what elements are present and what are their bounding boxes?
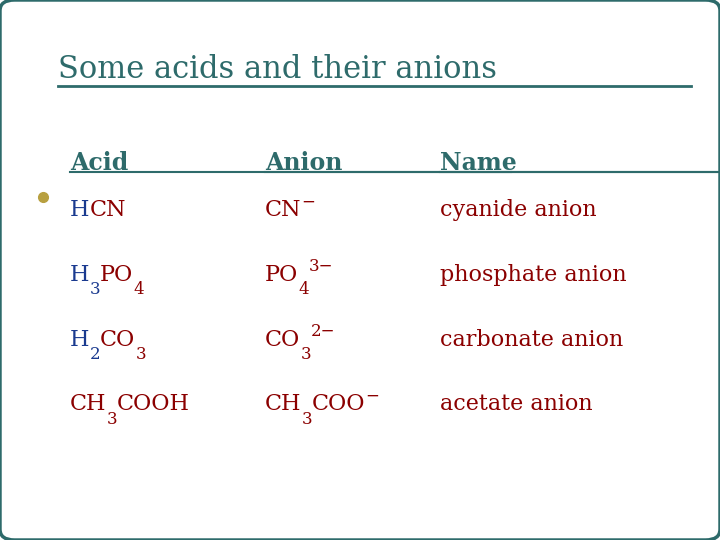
Text: 2−: 2− <box>311 323 336 340</box>
Text: H: H <box>70 199 89 221</box>
Text: COO: COO <box>312 394 366 415</box>
Text: CO: CO <box>265 329 300 350</box>
Text: −: − <box>302 193 315 210</box>
Text: 3: 3 <box>89 281 100 298</box>
Text: 3: 3 <box>300 346 311 363</box>
Text: Name: Name <box>440 151 517 175</box>
Text: PO: PO <box>265 264 298 286</box>
Text: PO: PO <box>100 264 133 286</box>
Text: 3: 3 <box>302 411 312 428</box>
Text: CN: CN <box>265 199 302 221</box>
Text: −: − <box>366 388 379 404</box>
Text: acetate anion: acetate anion <box>440 394 593 415</box>
Text: COOH: COOH <box>117 394 190 415</box>
Text: Some acids and their anions: Some acids and their anions <box>58 54 497 85</box>
Text: 3: 3 <box>135 346 146 363</box>
Text: CH: CH <box>265 394 302 415</box>
Text: CN: CN <box>89 199 126 221</box>
Text: cyanide anion: cyanide anion <box>440 199 597 221</box>
Text: carbonate anion: carbonate anion <box>440 329 624 350</box>
Text: CH: CH <box>70 394 107 415</box>
Text: 3: 3 <box>107 411 117 428</box>
Text: 3−: 3− <box>309 258 333 275</box>
Text: Anion: Anion <box>265 151 343 175</box>
Text: Acid: Acid <box>70 151 128 175</box>
Text: H: H <box>70 329 89 350</box>
Text: CO: CO <box>100 329 135 350</box>
Text: phosphate anion: phosphate anion <box>440 264 626 286</box>
Text: 4: 4 <box>133 281 144 298</box>
Text: H: H <box>70 264 89 286</box>
Text: 2: 2 <box>89 346 100 363</box>
Text: 4: 4 <box>298 281 309 298</box>
